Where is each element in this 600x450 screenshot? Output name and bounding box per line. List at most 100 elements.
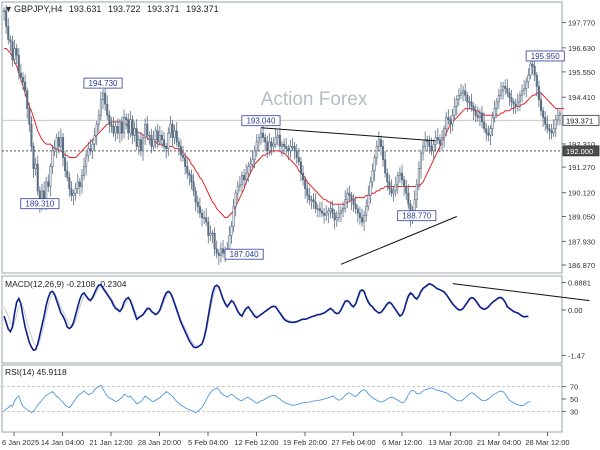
- candle-body: [123, 117, 126, 134]
- candle-body: [175, 130, 178, 143]
- candle-body: [491, 117, 494, 129]
- annotation-box: [525, 50, 565, 62]
- candle-body: [537, 86, 540, 100]
- time-tick-label: 21 Jan 12:00: [89, 438, 132, 447]
- candle-body: [438, 139, 441, 145]
- candle-body: [390, 188, 393, 194]
- candle-body: [30, 123, 33, 147]
- candle-body: [66, 170, 69, 178]
- candle-body: [97, 114, 100, 125]
- candle-body: [28, 108, 31, 125]
- trendline: [340, 216, 457, 265]
- time-tick-label: 28 Mar 12:00: [525, 438, 569, 447]
- candle-body: [95, 123, 98, 136]
- price-highlight-label: 192.000: [566, 147, 593, 156]
- candle-body: [120, 121, 124, 134]
- candle-body: [384, 159, 387, 174]
- candle-body: [514, 103, 517, 107]
- candle-body: [184, 157, 187, 167]
- time-tick-label: 27 Feb 04:00: [331, 438, 375, 447]
- candle-body: [177, 141, 180, 147]
- candle-body: [295, 150, 298, 158]
- candle-body: [474, 110, 477, 116]
- candle-body: [36, 163, 39, 192]
- candle-body: [137, 139, 140, 147]
- candle-body: [26, 90, 29, 109]
- candle-body: [354, 203, 357, 209]
- annotation-label: 187.040: [230, 250, 259, 259]
- candle-body: [417, 168, 420, 185]
- candle-body: [217, 252, 220, 256]
- candle-body: [34, 163, 37, 169]
- candle-body: [255, 141, 258, 152]
- candle-body: [291, 146, 294, 148]
- candle-body: [527, 74, 530, 83]
- candle-body: [531, 63, 534, 67]
- candle-body: [356, 208, 359, 214]
- time-tick-label: 12 Feb 12:00: [234, 438, 278, 447]
- candle-body: [200, 212, 204, 218]
- candle-body: [270, 141, 273, 147]
- candle-body: [392, 190, 395, 194]
- candle-body: [251, 159, 254, 165]
- candle-body: [257, 137, 260, 143]
- candle-body: [504, 86, 507, 89]
- candle-body: [542, 110, 545, 118]
- watermark: Action Forex: [261, 89, 368, 110]
- candle-body: [352, 199, 355, 205]
- candle-body: [131, 119, 134, 136]
- candle-body: [459, 92, 463, 96]
- candle-body: [163, 139, 166, 147]
- candle-body: [377, 139, 380, 147]
- candle-body: [247, 166, 250, 174]
- candle-body: [110, 123, 113, 127]
- candle-body: [462, 90, 465, 94]
- candle-body: [451, 114, 454, 125]
- candle-body: [312, 199, 315, 203]
- candle-body: [150, 134, 153, 147]
- candle-body: [280, 143, 284, 147]
- candle-body: [293, 146, 296, 152]
- candle-body: [329, 208, 332, 212]
- candle-body: [367, 195, 370, 207]
- candle-body: [466, 94, 469, 103]
- candle-body: [449, 119, 452, 125]
- candle-body: [398, 172, 401, 176]
- candle-body: [337, 212, 340, 218]
- candle-body: [415, 183, 418, 201]
- candle-body: [493, 108, 496, 118]
- candle-body: [396, 175, 399, 185]
- annotation-label: 194.730: [89, 79, 118, 88]
- candle-body: [7, 25, 10, 40]
- candle-body: [518, 94, 521, 103]
- candle-body: [369, 181, 372, 196]
- candle-body: [21, 77, 25, 83]
- candle-body: [64, 157, 67, 172]
- candle-body: [116, 126, 119, 134]
- time-tick-label: 19 Feb 20:00: [283, 438, 327, 447]
- annotation-box: [20, 198, 60, 210]
- candle-body: [430, 146, 433, 152]
- candle-body: [327, 210, 330, 214]
- candle-body: [289, 146, 292, 152]
- candle-body: [194, 190, 197, 203]
- candle-body: [297, 157, 300, 163]
- candle-body: [278, 134, 281, 147]
- candle-body: [80, 175, 83, 187]
- candle-body: [89, 148, 92, 152]
- time-tick-label: 14 Jan 04:00: [41, 438, 84, 447]
- candle-body: [495, 101, 498, 109]
- candle-body: [160, 134, 164, 141]
- candle-body: [335, 217, 338, 221]
- candle-body: [386, 172, 389, 183]
- candle-body: [91, 143, 94, 152]
- annotation-label: 193.040: [246, 117, 275, 126]
- candle-body: [13, 48, 16, 60]
- candle-body: [238, 183, 241, 187]
- candle-body: [5, 10, 8, 27]
- candle-body: [222, 248, 225, 254]
- candle-body: [358, 212, 361, 218]
- candle-body: [529, 63, 532, 76]
- candle-body: [234, 192, 237, 207]
- candle-body: [192, 181, 195, 192]
